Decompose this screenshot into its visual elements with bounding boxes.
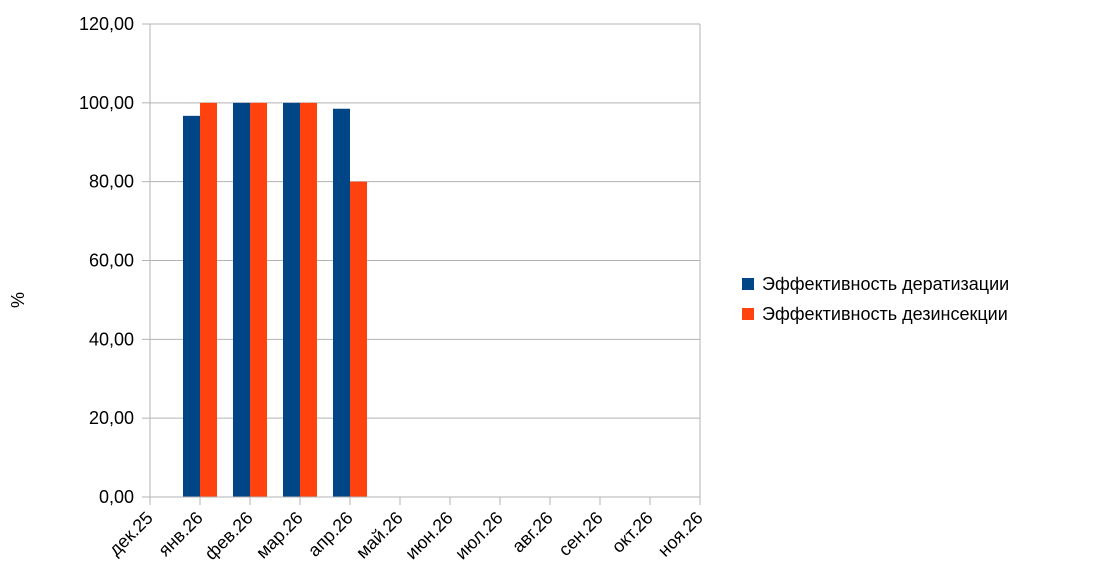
axes xyxy=(142,23,701,505)
legend-label: Эффективность дезинсекции xyxy=(762,304,1008,324)
legend-label: Эффективность дератизации xyxy=(762,274,1009,294)
y-tick-label: 20,00 xyxy=(89,408,134,428)
y-tick-label: 60,00 xyxy=(89,251,134,271)
bar xyxy=(350,181,367,497)
x-tick-label: янв.26 xyxy=(154,508,207,561)
x-tick-label: авг.26 xyxy=(508,508,557,557)
legend: Эффективность дератизации Эффективность д… xyxy=(742,274,1009,324)
x-tick-label: ноя.26 xyxy=(654,508,707,561)
x-tick-label: июн.26 xyxy=(401,508,457,564)
y-tick-label: 80,00 xyxy=(89,172,134,192)
gridlines xyxy=(150,23,700,419)
y-tick-label: 40,00 xyxy=(89,329,134,349)
x-tick-label: дек.25 xyxy=(105,508,157,560)
y-tick-label: 120,00 xyxy=(79,14,134,34)
y-tick-label: 100,00 xyxy=(79,93,134,113)
x-tick-label: апр.26 xyxy=(304,508,357,561)
bar xyxy=(233,102,250,497)
x-tick-label: июл.26 xyxy=(451,508,507,564)
legend-swatch xyxy=(742,278,754,290)
x-tick-labels: дек.25янв.26фев.26мар.26апр.26май.26июн.… xyxy=(105,508,707,564)
bar xyxy=(300,102,317,497)
y-axis-title: % xyxy=(8,292,28,308)
x-tick-label: окт.26 xyxy=(608,508,657,557)
y-tick-label: 0,00 xyxy=(99,487,134,507)
bars xyxy=(183,102,367,498)
bar xyxy=(333,108,350,497)
legend-swatch xyxy=(742,308,754,320)
bar xyxy=(250,102,267,497)
y-tick-labels: 0,00 20,00 40,00 60,00 80,00 100,00 120,00 xyxy=(79,14,134,507)
x-tick-label: май.26 xyxy=(352,508,407,563)
bar xyxy=(183,115,200,498)
x-tick-label: мар.26 xyxy=(252,508,307,563)
bar xyxy=(283,102,300,497)
x-tick-label: сен.26 xyxy=(555,508,607,560)
bar xyxy=(200,102,217,497)
x-tick-label: фев.26 xyxy=(201,508,257,564)
